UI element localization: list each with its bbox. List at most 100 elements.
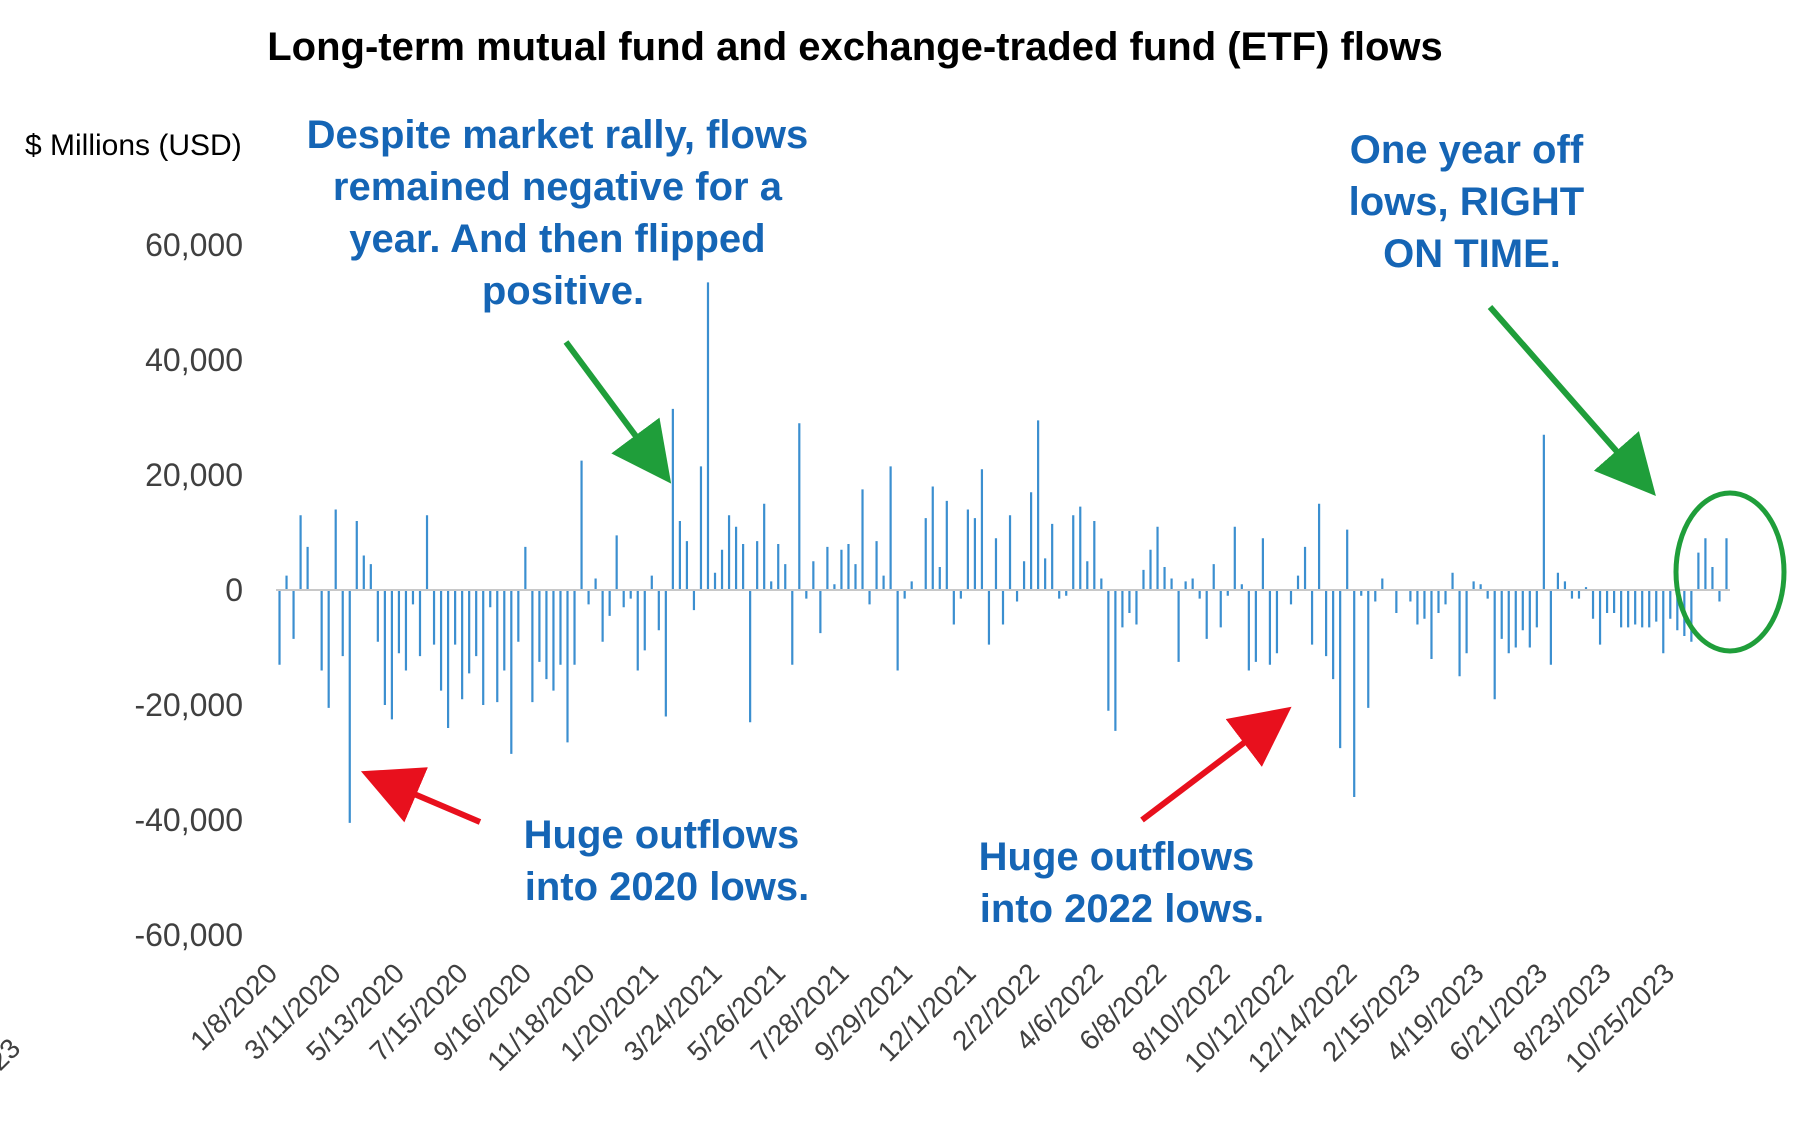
flow-bar: [833, 584, 836, 590]
flow-bar: [671, 408, 674, 590]
flow-bar: [1254, 590, 1257, 662]
flow-bar: [777, 544, 780, 590]
flow-bar: [749, 590, 752, 723]
flow-bar: [847, 544, 850, 590]
flow-bar: [973, 518, 977, 590]
flow-bar: [1360, 590, 1363, 596]
flow-bar: [1690, 590, 1693, 642]
flow-bar: [798, 423, 801, 590]
flow-bar: [727, 515, 731, 590]
flow-bar: [1072, 515, 1075, 590]
flow-bar: [706, 282, 710, 590]
flow-bar: [1212, 564, 1215, 590]
flow-bar: [1591, 590, 1595, 619]
flow-bar: [468, 590, 471, 674]
flow-bar: [629, 590, 632, 599]
flow-bar: [1001, 590, 1005, 625]
flow-bar: [1584, 587, 1588, 590]
flow-bar: [390, 590, 393, 720]
flow-bar: [1065, 590, 1068, 596]
flow-bar: [1627, 590, 1630, 628]
flow-bar: [545, 590, 548, 680]
flow-bar: [1669, 590, 1672, 619]
flow-bar: [341, 590, 344, 657]
annotation-rally-line-1: Despite market rally, flows: [307, 113, 809, 157]
flow-bar: [1022, 561, 1026, 590]
flow-bar: [1029, 492, 1033, 590]
flow-bar: [1310, 590, 1314, 645]
flow-bar: [1507, 590, 1510, 654]
annotation-2020-line-2: into 2020 lows.: [525, 865, 810, 909]
flow-bar: [418, 590, 422, 657]
flow-bar: [664, 590, 667, 717]
flow-bar: [1395, 590, 1398, 613]
flow-bar: [896, 590, 899, 671]
flow-bar: [791, 590, 794, 665]
flow-bar: [1198, 590, 1201, 599]
flow-bar: [1493, 590, 1496, 700]
flow-bar: [1121, 590, 1124, 628]
flow-bar: [938, 567, 941, 590]
green-arrow-rally: [563, 340, 672, 484]
flow-bar: [376, 590, 379, 642]
flow-bar: [1268, 590, 1272, 665]
flow-bar: [657, 590, 660, 631]
flow-bar: [952, 590, 955, 625]
annotation-2020-line-1: Huge outflows: [524, 813, 800, 857]
flow-bar: [819, 590, 822, 634]
flow-bar: [770, 581, 773, 590]
flow-bar: [369, 564, 372, 590]
flow-bar: [903, 590, 906, 599]
flow-bar: [1261, 538, 1264, 590]
flow-bar: [608, 590, 611, 616]
flow-bar: [1514, 590, 1517, 648]
flow-bar: [784, 564, 787, 590]
flow-bar: [559, 590, 562, 665]
flow-bar: [945, 500, 948, 590]
flow-bar: [861, 489, 864, 590]
flow-bar: [454, 590, 457, 645]
flow-bar: [1289, 590, 1293, 605]
flow-bar: [1317, 503, 1321, 590]
flow-bar: [1662, 590, 1665, 654]
flow-bar: [931, 486, 934, 590]
flow-bar: [496, 590, 499, 703]
flow-bar: [840, 549, 843, 590]
flow-bar: [327, 590, 330, 708]
flow-bar: [622, 590, 625, 608]
flow-bar: [805, 590, 808, 599]
flow-bar: [362, 555, 365, 590]
flow-bar: [875, 541, 878, 590]
flow-bar: [924, 518, 927, 590]
flow-bar: [692, 590, 696, 611]
flow-bar: [854, 564, 857, 590]
flow-bar: [1149, 549, 1152, 590]
flow-bar: [1114, 590, 1117, 731]
flow-bar: [397, 590, 401, 654]
flow-bar: [411, 590, 415, 605]
flow-bar: [636, 590, 639, 671]
flow-bar: [489, 590, 492, 608]
y-axis-ticks: 60,000 40,000 20,000 0 -20,000 -40,000 -60,000: [134, 227, 243, 953]
flow-bar: [594, 578, 597, 590]
flow-bar: [1381, 578, 1384, 590]
flow-bar: [1655, 590, 1658, 622]
flow-bar: [482, 590, 485, 705]
flow-bar: [1528, 590, 1531, 648]
flow-bar: [889, 466, 892, 590]
flow-bar: [292, 590, 295, 639]
green-arrow-right: [1487, 305, 1656, 497]
flow-bar: [299, 515, 302, 590]
flow-bar: [868, 590, 871, 605]
annotation-rally-line-2: remained negative for a: [333, 165, 783, 209]
flow-bar: [1479, 584, 1482, 590]
flow-bar: [383, 590, 386, 705]
flow-bar: [566, 590, 569, 743]
flow-bar: [1458, 590, 1461, 677]
flow-bar: [1451, 572, 1454, 590]
flow-bar: [1620, 590, 1623, 628]
flow-bar: [1346, 529, 1349, 590]
flow-bar: [1542, 434, 1545, 590]
x-axis-ticks: 1/8/20203/11/20205/13/20207/15/20209/16/…: [184, 957, 1680, 1078]
